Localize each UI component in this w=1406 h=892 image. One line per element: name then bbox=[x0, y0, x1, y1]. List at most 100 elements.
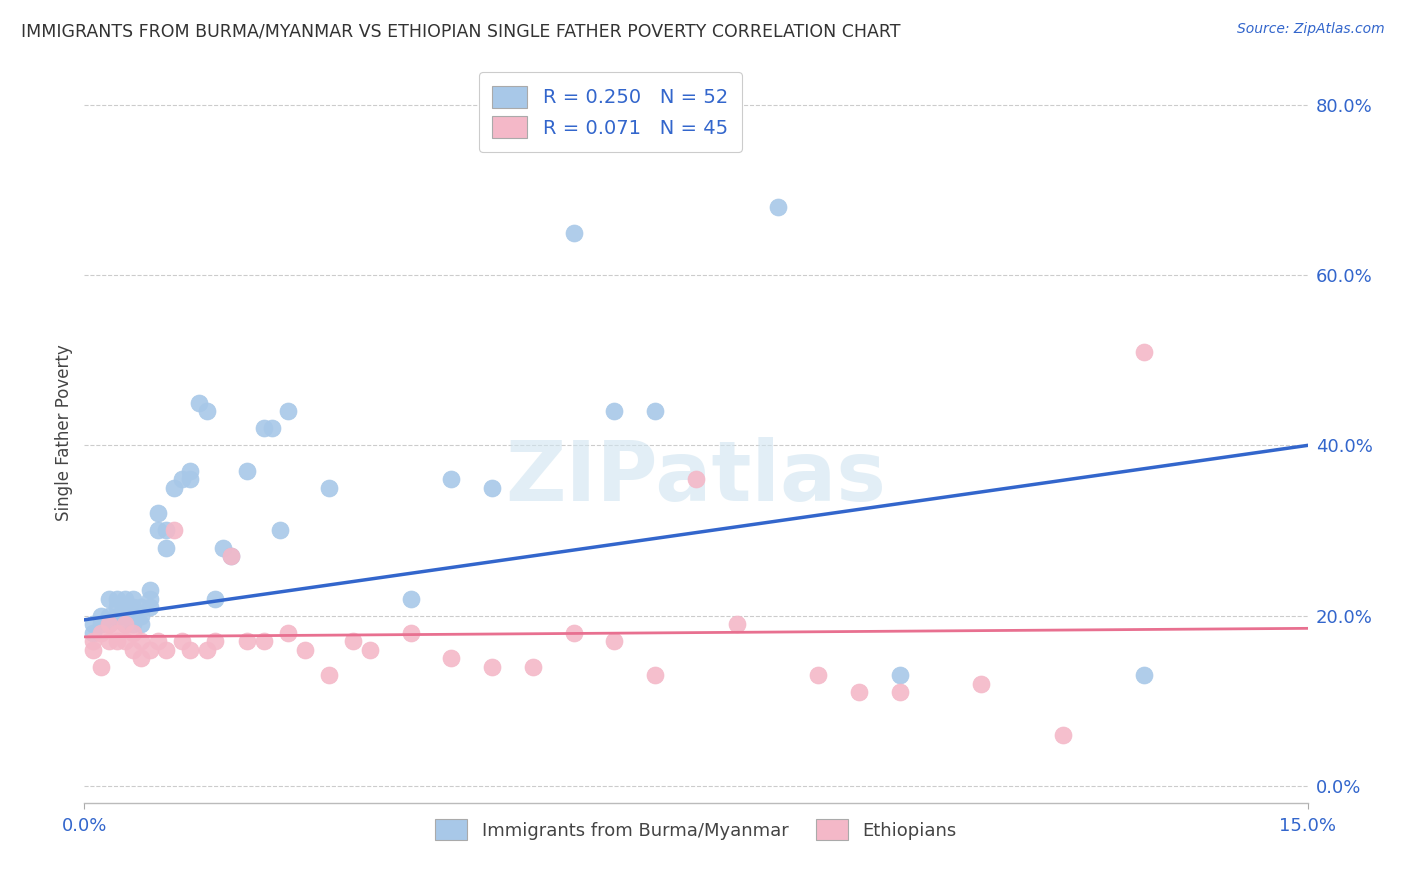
Point bbox=[146, 634, 169, 648]
Point bbox=[97, 634, 120, 648]
Point bbox=[195, 642, 218, 657]
Point bbox=[163, 524, 186, 538]
Point bbox=[114, 608, 136, 623]
Point bbox=[155, 524, 177, 538]
Point bbox=[105, 634, 128, 648]
Point bbox=[294, 642, 316, 657]
Point bbox=[138, 582, 160, 597]
Point bbox=[204, 591, 226, 606]
Point bbox=[219, 549, 242, 563]
Point bbox=[122, 591, 145, 606]
Point bbox=[90, 625, 112, 640]
Text: IMMIGRANTS FROM BURMA/MYANMAR VS ETHIOPIAN SINGLE FATHER POVERTY CORRELATION CHA: IMMIGRANTS FROM BURMA/MYANMAR VS ETHIOPI… bbox=[21, 22, 901, 40]
Point bbox=[212, 541, 235, 555]
Point bbox=[685, 472, 707, 486]
Point bbox=[481, 659, 503, 673]
Point bbox=[155, 541, 177, 555]
Point bbox=[114, 600, 136, 615]
Point bbox=[97, 591, 120, 606]
Point bbox=[889, 668, 911, 682]
Point bbox=[179, 642, 201, 657]
Point bbox=[105, 625, 128, 640]
Point bbox=[277, 404, 299, 418]
Point bbox=[131, 634, 153, 648]
Point bbox=[163, 481, 186, 495]
Text: Source: ZipAtlas.com: Source: ZipAtlas.com bbox=[1237, 22, 1385, 37]
Point bbox=[644, 404, 666, 418]
Point bbox=[440, 472, 463, 486]
Point bbox=[342, 634, 364, 648]
Point bbox=[146, 507, 169, 521]
Legend: Immigrants from Burma/Myanmar, Ethiopians: Immigrants from Burma/Myanmar, Ethiopian… bbox=[426, 811, 966, 849]
Point bbox=[187, 396, 209, 410]
Point bbox=[1133, 344, 1156, 359]
Point bbox=[82, 617, 104, 632]
Point bbox=[131, 600, 153, 615]
Point bbox=[122, 600, 145, 615]
Point bbox=[90, 659, 112, 673]
Point bbox=[318, 481, 340, 495]
Point bbox=[122, 617, 145, 632]
Point bbox=[172, 634, 194, 648]
Point bbox=[97, 608, 120, 623]
Point bbox=[481, 481, 503, 495]
Point bbox=[105, 608, 128, 623]
Point bbox=[1052, 728, 1074, 742]
Point bbox=[97, 617, 120, 632]
Point bbox=[105, 591, 128, 606]
Point bbox=[138, 591, 160, 606]
Point bbox=[399, 625, 422, 640]
Point bbox=[359, 642, 381, 657]
Point bbox=[889, 685, 911, 699]
Point bbox=[97, 617, 120, 632]
Point bbox=[766, 200, 789, 214]
Point bbox=[807, 668, 830, 682]
Text: ZIPatlas: ZIPatlas bbox=[506, 436, 886, 517]
Point bbox=[122, 625, 145, 640]
Point bbox=[114, 617, 136, 632]
Point bbox=[122, 608, 145, 623]
Point bbox=[236, 634, 259, 648]
Point bbox=[219, 549, 242, 563]
Point bbox=[138, 600, 160, 615]
Y-axis label: Single Father Poverty: Single Father Poverty bbox=[55, 344, 73, 521]
Point bbox=[195, 404, 218, 418]
Point bbox=[1133, 668, 1156, 682]
Point bbox=[90, 608, 112, 623]
Point bbox=[603, 404, 626, 418]
Point bbox=[522, 659, 544, 673]
Point bbox=[82, 642, 104, 657]
Point bbox=[440, 651, 463, 665]
Point bbox=[105, 600, 128, 615]
Point bbox=[277, 625, 299, 640]
Point bbox=[82, 625, 104, 640]
Point bbox=[90, 617, 112, 632]
Point bbox=[122, 642, 145, 657]
Point bbox=[114, 634, 136, 648]
Point bbox=[131, 608, 153, 623]
Point bbox=[179, 464, 201, 478]
Point bbox=[644, 668, 666, 682]
Point bbox=[131, 617, 153, 632]
Point bbox=[725, 617, 748, 632]
Point bbox=[146, 524, 169, 538]
Point bbox=[848, 685, 870, 699]
Point bbox=[562, 226, 585, 240]
Point bbox=[204, 634, 226, 648]
Point bbox=[269, 524, 291, 538]
Point bbox=[82, 634, 104, 648]
Point bbox=[253, 421, 276, 435]
Point bbox=[260, 421, 283, 435]
Point bbox=[172, 472, 194, 486]
Point bbox=[131, 651, 153, 665]
Point bbox=[603, 634, 626, 648]
Point bbox=[114, 591, 136, 606]
Point bbox=[179, 472, 201, 486]
Point bbox=[236, 464, 259, 478]
Point bbox=[562, 625, 585, 640]
Point bbox=[318, 668, 340, 682]
Point bbox=[970, 676, 993, 690]
Point bbox=[253, 634, 276, 648]
Point bbox=[114, 617, 136, 632]
Point bbox=[399, 591, 422, 606]
